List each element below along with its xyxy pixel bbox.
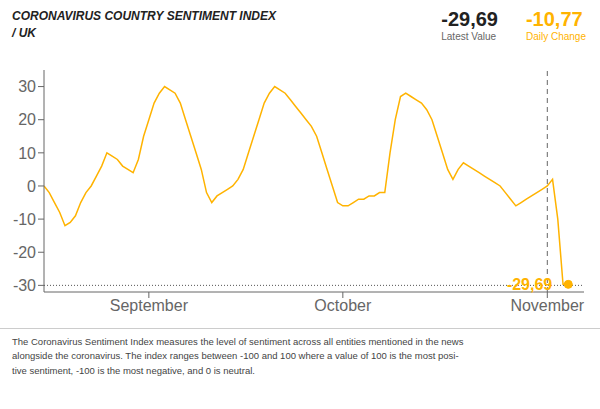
html-text:-10,77: -10,77 [526, 8, 583, 30]
html-text:The Coronavirus Sentiment Inde: The Coronavirus Sentiment Index measures… [12, 336, 464, 376]
svg-text:0: 0 [27, 178, 36, 195]
svg-text:-29,69: -29,69 [507, 276, 552, 293]
svg-text:-30: -30 [13, 277, 36, 294]
html-text:-29,69: -29,69 [441, 8, 498, 30]
svg-text:30: 30 [18, 78, 36, 95]
svg-text:October: October [314, 297, 372, 314]
html-text:Latest Value: Latest Value [441, 31, 497, 42]
html-text:Daily Change: Daily Change [526, 31, 586, 42]
svg-text:-20: -20 [13, 244, 36, 261]
svg-text:10: 10 [18, 145, 36, 162]
svg-text:-10: -10 [13, 211, 36, 228]
svg-text:20: 20 [18, 111, 36, 128]
svg-text:September: September [110, 297, 189, 314]
svg-text:November: November [510, 297, 584, 314]
html-text:CORONAVIRUS COUNTRY SENTIMENT: CORONAVIRUS COUNTRY SENTIMENT INDEX / UK [12, 9, 276, 40]
